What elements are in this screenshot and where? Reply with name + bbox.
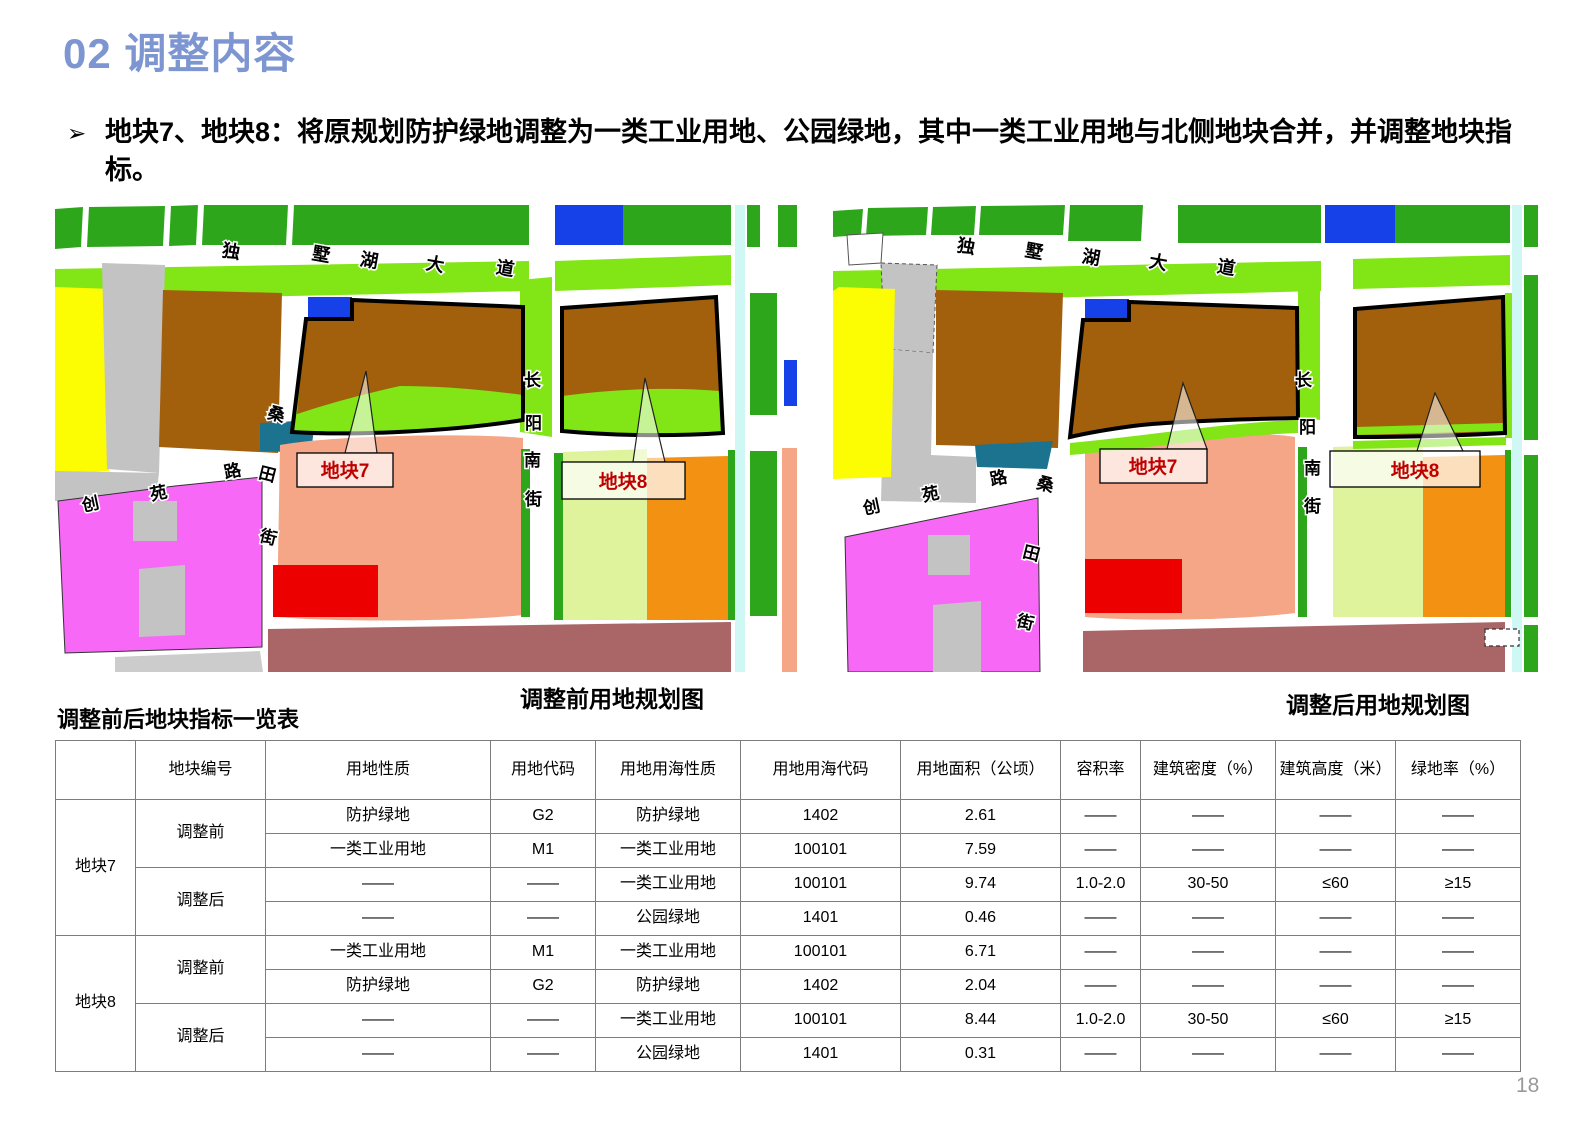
- parcel7-label: 地块7: [1129, 455, 1178, 478]
- road-label: 独: [956, 234, 977, 258]
- road-label: 苑: [148, 481, 169, 504]
- parcel7-callout: 地块7: [296, 370, 394, 488]
- yellow-parcel: [55, 287, 113, 475]
- col-header: 用地性质: [265, 740, 491, 800]
- road-label: 湖: [359, 249, 380, 272]
- canal: [735, 205, 745, 672]
- parcel7-label: 地块7: [321, 459, 370, 482]
- magenta-parcel: [57, 476, 263, 654]
- green-belt-top: [833, 205, 1538, 247]
- col-header: 用地用海性质: [595, 740, 741, 800]
- bullet-point: ➢ 地块7、地块8：将原规划防护绿地调整为一类工业用地、公园绿地，其中一类工业用…: [63, 114, 1533, 190]
- green-belt-top: [55, 205, 797, 249]
- table-row: —— —— 公园绿地 1401 0.46 —— —— —— ——: [56, 901, 1521, 936]
- road-label: 大: [425, 252, 446, 276]
- magenta-parcel: [844, 497, 1041, 672]
- blue-parcel-top: [555, 205, 623, 245]
- header-row: 地块编号 用地性质 用地代码 用地用海性质 用地用海代码 用地面积（公顷） 容积…: [55, 740, 1521, 800]
- table-row: —— —— 公园绿地 1401 0.31 —— —— —— ——: [56, 1037, 1521, 1072]
- maroon-strip: [1083, 622, 1505, 672]
- road-label: 墅: [1024, 240, 1045, 263]
- col-header: 用地用海代码: [740, 740, 901, 800]
- parcel8-label: 地块8: [599, 470, 648, 493]
- road-label: 街: [1303, 496, 1321, 516]
- gray-road-vertical: [881, 349, 976, 503]
- col-header: 容积率: [1060, 740, 1141, 800]
- road-label: 道: [1216, 255, 1237, 279]
- road-label: 湖: [1081, 246, 1102, 269]
- blue-parcel-top: [1325, 205, 1395, 243]
- road-label: 独: [221, 239, 242, 263]
- teal-parcel: [975, 441, 1053, 469]
- canal: [1512, 205, 1522, 672]
- parcel8-label: 地块8: [1391, 459, 1440, 482]
- road-label: 墅: [311, 243, 332, 266]
- landuse-map-before: 独 墅 湖 大 道 长 阳 南 街 桑 田 街 创 苑 路 地块7: [55, 205, 797, 672]
- table-row: 防护绿地 G2 防护绿地 1402 2.04 —— —— —— ——: [56, 969, 1521, 1004]
- col-header: 用地面积（公顷）: [900, 740, 1061, 800]
- table-row: 地块8 调整前 一类工业用地 M1 一类工业用地 100101 6.71 —— …: [55, 935, 1521, 1072]
- col-header: 用地代码: [490, 740, 596, 800]
- red-parcel: [1085, 559, 1182, 613]
- col-header: 绿地率（%）: [1395, 740, 1521, 800]
- table-row: 地块7 调整前 防护绿地 G2 防护绿地 1402 2.61 —— —— —— …: [55, 799, 1521, 936]
- indicator-table: 地块编号 用地性质 用地代码 用地用海性质 用地用海代码 用地面积（公顷） 容积…: [55, 740, 1521, 1072]
- caption-after: 调整后用地规划图: [1286, 692, 1470, 718]
- maroon-strip: [268, 622, 731, 672]
- col-header: 建筑密度（%）: [1140, 740, 1276, 800]
- gray-road-vertical: [102, 263, 165, 473]
- col-header: 地块编号: [135, 740, 266, 800]
- road-dushuhu-dadao: 独 墅 湖 大 道: [219, 238, 517, 282]
- orange-parcel: [1423, 455, 1505, 617]
- phase-cell: 调整后: [135, 867, 266, 936]
- landuse-map-after: 独 墅 湖 大 道 长 阳 南 街 桑 田 街 创 苑 路 地块7: [833, 205, 1538, 672]
- phase-cell: 调整前: [135, 799, 266, 868]
- road-label: 南: [1304, 458, 1321, 478]
- red-parcel: [273, 565, 378, 617]
- caption-before: 调整前用地规划图: [520, 686, 704, 712]
- phase-cell: 调整后: [135, 1003, 266, 1072]
- parcel7-before: [289, 297, 525, 436]
- road-label: 道: [495, 256, 516, 280]
- parcel8-callout: 地块8: [561, 377, 686, 500]
- table-row: 一类工业用地 M1 一类工业用地 100101 7.59 —— —— —— ——: [56, 833, 1521, 868]
- phase-cell: 调整前: [135, 935, 266, 1004]
- yellow-parcel: [833, 287, 895, 479]
- table-row: 调整后 —— —— 一类工业用地 100101 8.44 1.0-2.0 30-…: [56, 1003, 1521, 1072]
- table-row: 调整后 —— —— 一类工业用地 100101 9.74 1.0-2.0 30-…: [56, 867, 1521, 936]
- dashed-box: [1484, 628, 1520, 647]
- page-title: 02 调整内容: [63, 30, 297, 77]
- road-dushuhu-dadao: 独 墅 湖 大 道: [954, 233, 1238, 281]
- brown-parcel-nw: [936, 290, 1063, 448]
- bullet-text: 地块7、地块8：将原规划防护绿地调整为一类工业用地、公园绿地，其中一类工业用地与…: [105, 117, 1513, 185]
- brown-parcel-nw: [159, 290, 282, 453]
- road-label: 长: [1295, 370, 1313, 390]
- road-label: 大: [1148, 250, 1169, 274]
- parcel7-callout: 地块7: [1099, 380, 1208, 484]
- road-label: 长: [524, 370, 542, 390]
- parcel8-callout: 地块8: [1329, 391, 1481, 488]
- block-cell: 地块8: [55, 935, 136, 1072]
- parcel8-before: [560, 294, 726, 438]
- road-label: 南: [524, 450, 541, 470]
- bullet-arrow-icon: ➢: [67, 120, 87, 146]
- road-label: 街: [524, 489, 542, 509]
- road-changyangnan-jie: 长 阳 南 街: [1294, 369, 1323, 518]
- road-changyangnan-jie: 长 阳 南 街: [523, 369, 544, 511]
- outlined-road-shape: [846, 232, 884, 266]
- road-label: 苑: [920, 482, 941, 505]
- col-header: 建筑高度（米）: [1275, 740, 1396, 800]
- road-label: 阳: [525, 414, 542, 433]
- road-label: 阳: [1299, 418, 1316, 437]
- protective-green-belts: [833, 255, 1510, 420]
- block-cell: 地块7: [55, 799, 136, 936]
- page-number: 18: [1516, 1074, 1540, 1097]
- corner-cell: [55, 740, 136, 800]
- table-title: 调整前后地块指标一览表: [57, 707, 300, 732]
